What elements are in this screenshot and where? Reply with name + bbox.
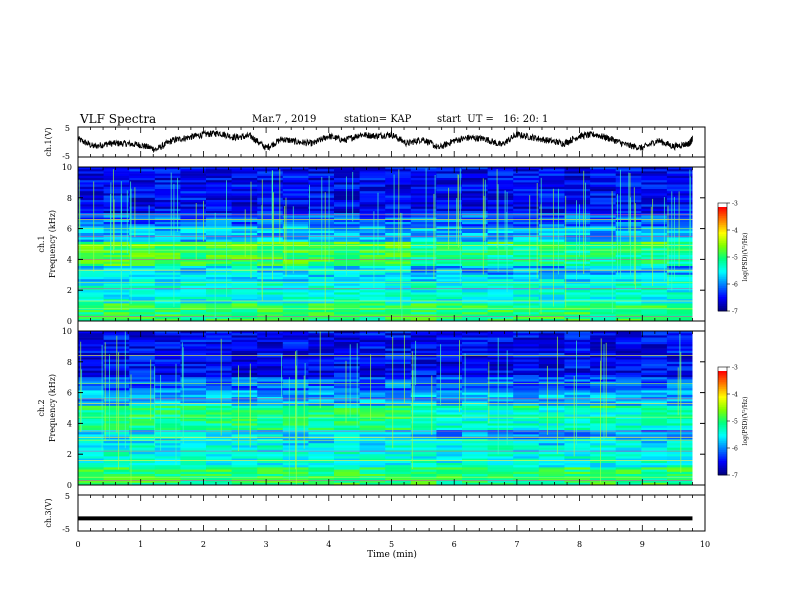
ch2-spectrogram-panel: 0 2 4 6 8 10 ch.2 Frequency (kHz) -3 -4 -5 -6 -7 l… (37, 327, 749, 490)
chart-title: VLF Spectra (80, 112, 157, 126)
x-tick-7: 7 (514, 540, 519, 549)
x-tick-9: 9 (640, 540, 645, 549)
ch1-cbtick--7: -7 (732, 309, 738, 316)
ch2-spec-ytick-10: 10 (62, 327, 72, 336)
ch1-cbtick--4: -4 (732, 228, 738, 235)
x-tick-3: 3 (264, 540, 269, 549)
start-time-label: start UT = 16: 20: 1 (437, 114, 549, 125)
ch2-cbtick--4: -4 (732, 392, 738, 399)
ch3-voltage-panel: 5 -5 ch.3(V) (44, 492, 706, 534)
ch1-spec-ytick-2: 2 (67, 286, 72, 295)
ch2-colorbar: -3 -4 -5 -6 -7 log(PSD)(V²/Hz) (717, 365, 749, 480)
ch1-ylabel-frequency: Frequency (kHz) (48, 210, 57, 278)
x-tick-10: 10 (700, 540, 710, 549)
ch1-spectrogram-panel: 0 2 4 6 8 10 ch.1 Frequency (kHz) -3 -4 -5 -6 -7 l… (37, 163, 749, 326)
x-tick-2: 2 (201, 540, 206, 549)
ch1-spectrogram-image (78, 167, 705, 322)
x-axis-label: Time (min) (367, 549, 417, 560)
ch2-cblabel: log(PSD)(V²/Hz) (742, 397, 749, 446)
ch2-spec-ytick-6: 6 (67, 389, 72, 398)
x-tick-5: 5 (389, 540, 394, 549)
ch3-ytick-minus5: -5 (62, 525, 70, 534)
x-tick-8: 8 (577, 540, 582, 549)
ch2-spec-ytick-0: 0 (67, 481, 72, 490)
ch1-ytick-5: 5 (65, 124, 70, 133)
ch1-spec-ytick-0: 0 (67, 317, 72, 326)
ch1-cblabel: log(PSD)(V²/Hz) (742, 233, 749, 282)
x-tick-4: 4 (326, 540, 331, 549)
ch2-cbtick--5: -5 (732, 419, 738, 426)
ch2-ylabel-channel: ch.2 (37, 399, 46, 416)
ch1-spec-ytick-8: 8 (67, 194, 72, 203)
x-tick-6: 6 (452, 540, 457, 549)
ch2-cbtick--6: -6 (732, 446, 738, 453)
ch3-ytick-5: 5 (65, 492, 70, 501)
ch2-spec-ytick-2: 2 (67, 450, 72, 459)
date-label: Mar.7 , 2019 (252, 114, 317, 125)
ch2-cbtick--3: -3 (732, 365, 738, 372)
ch2-ylabel-frequency: Frequency (kHz) (48, 374, 57, 442)
ch1-cbtick--6: -6 (732, 282, 738, 289)
ch1-ylabel: ch.1(V) (44, 127, 53, 156)
ch1-ylabel-channel: ch.1 (37, 235, 46, 252)
station-label: station= KAP (344, 114, 412, 125)
ch1-ytick-minus5: -5 (62, 152, 70, 161)
ch1-spec-ytick-4: 4 (67, 255, 72, 264)
ch1-cbtick--3: -3 (732, 201, 738, 208)
ch2-spec-ytick-8: 8 (67, 358, 72, 367)
ch3-ylabel: ch.3(V) (44, 498, 53, 527)
ch1-cbtick--5: -5 (732, 255, 738, 262)
ch2-cbtick--7: -7 (732, 473, 738, 480)
ch1-spec-ytick-10: 10 (62, 163, 72, 172)
ch1-colorbar: -3 -4 -5 -6 -7 log(PSD)(V²/Hz) (717, 201, 749, 316)
x-tick-0: 0 (75, 540, 80, 549)
ch2-spec-ytick-4: 4 (67, 419, 72, 428)
x-tick-1: 1 (138, 540, 143, 549)
ch1-spec-ytick-6: 6 (67, 225, 72, 234)
x-axis: 0 1 2 3 4 5 6 7 8 9 10 (75, 127, 710, 549)
ch1-voltage-panel: 5 -5 ch.1(V) (44, 124, 706, 161)
ch2-spectrogram-image (78, 331, 705, 486)
